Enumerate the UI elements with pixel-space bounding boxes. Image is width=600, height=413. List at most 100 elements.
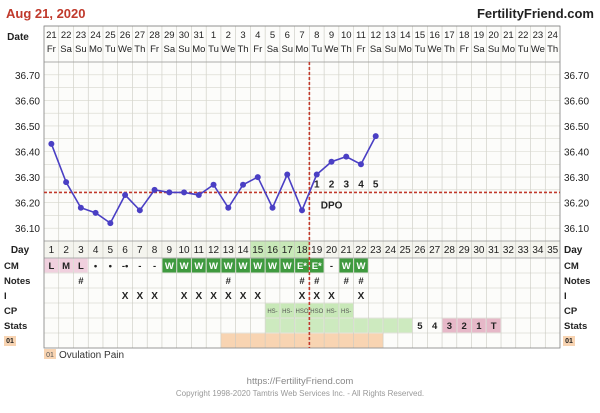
weekday-tick-label: Su <box>178 44 190 55</box>
pain-cell <box>220 333 236 348</box>
row-cell-value: W <box>209 261 218 272</box>
row-cell-fill <box>309 303 324 318</box>
row-label-right: I <box>564 291 567 302</box>
weekday-tick-label: Sa <box>267 44 279 55</box>
cycle-day-label: 29 <box>459 245 471 256</box>
footer-url[interactable]: https://FertilityFriend.com <box>247 376 354 387</box>
row-cell-value: 1 <box>476 321 482 332</box>
dpo-number-label: 4 <box>358 179 364 190</box>
weekday-tick-label: Fr <box>460 44 469 55</box>
row-cell-value: # <box>358 276 364 287</box>
row-cell-fill <box>472 318 486 333</box>
row-cell-fill <box>250 258 265 273</box>
row-cell-value: # <box>299 276 305 287</box>
weekday-tick-label: Tu <box>415 44 426 55</box>
axis-title-date: Date <box>7 32 29 43</box>
date-tick-label: 23 <box>533 30 544 41</box>
temperature-point <box>122 191 129 198</box>
weekday-tick-label: Tu <box>518 44 529 55</box>
site-name[interactable]: FertilityFriend.com <box>477 6 594 21</box>
row-cell-value: L <box>48 261 54 272</box>
row-cell-value: HS- <box>326 309 336 315</box>
row-cell-value: W <box>194 261 203 272</box>
weekday-tick-label: Th <box>547 44 558 55</box>
y-tick-label-right: 36.40 <box>564 148 589 159</box>
date-tick-label: 4 <box>255 30 260 41</box>
cycle-day-label: 6 <box>122 245 128 256</box>
cycle-day-label: 22 <box>355 245 367 256</box>
row-cell-value: X <box>358 291 365 302</box>
y-tick-label-left: 36.20 <box>15 199 40 210</box>
axis-title-day-right: Day <box>564 245 583 256</box>
date-tick-label: 6 <box>285 30 290 41</box>
row-cell-value: E* <box>312 261 322 272</box>
weekday-tick-label: We <box>531 44 545 55</box>
row-cell-value: # <box>226 276 232 287</box>
pain-cell <box>309 333 325 348</box>
row-cell-value: # <box>78 276 84 287</box>
y-tick-label-left: 36.60 <box>15 96 40 107</box>
row-cell-value: 2 <box>462 321 467 332</box>
weekday-tick-label: Su <box>281 44 293 55</box>
footer-copyright: Copyright 1998-2020 Tamtris Web Services… <box>176 389 424 398</box>
dpo-number-label: 3 <box>343 179 349 190</box>
pain-cell <box>338 333 354 348</box>
row-cell-value: # <box>314 276 320 287</box>
temperature-point <box>166 189 173 196</box>
row-cell-value: 3 <box>447 321 452 332</box>
date-tick-label: 21 <box>503 30 514 41</box>
cycle-day-label: 18 <box>296 245 308 256</box>
temperature-point <box>372 133 379 140</box>
pain-cell <box>265 333 280 348</box>
row-cell-fill <box>206 258 221 273</box>
pain-cell <box>235 333 251 348</box>
stats-fertile-cell <box>339 318 354 333</box>
row-cell-fill <box>309 258 324 273</box>
date-tick-label: 29 <box>164 30 175 41</box>
weekday-tick-label: Su <box>75 44 87 55</box>
weekday-tick-label: Fr <box>47 44 56 55</box>
temperature-point <box>77 204 84 211</box>
date-tick-label: 19 <box>474 30 485 41</box>
date-tick-label: 21 <box>46 30 57 41</box>
row-cell-value: X <box>195 291 202 302</box>
row-cell-fill <box>354 258 368 273</box>
cycle-day-label: 8 <box>152 245 158 256</box>
row-cell-fill <box>280 258 295 273</box>
row-cell-fill <box>73 258 88 273</box>
row-cell-fill <box>265 258 280 273</box>
date-tick-label: 10 <box>341 30 352 41</box>
cycle-day-label: 27 <box>429 245 441 256</box>
weekday-tick-label: Su <box>488 44 500 55</box>
y-tick-label-left: 36.50 <box>15 122 40 133</box>
pain-cell <box>250 333 266 348</box>
cycle-day-label: 13 <box>223 245 235 256</box>
y-tick-label-left: 36.40 <box>15 148 40 159</box>
row-cell-value: X <box>240 291 247 302</box>
axis-title-day-left: Day <box>11 245 30 256</box>
row-cell-value: X <box>122 291 129 302</box>
date-tick-label: 17 <box>444 30 455 41</box>
row-label-right: CP <box>564 306 578 317</box>
row-cell-value: • <box>94 261 98 272</box>
date-tick-label: 28 <box>149 30 160 41</box>
date-tick-label: 1 <box>211 30 216 41</box>
cycle-day-label: 12 <box>208 245 220 256</box>
date-tick-label: 5 <box>270 30 275 41</box>
pain-cell <box>368 333 384 348</box>
date-tick-label: 9 <box>329 30 334 41</box>
weekday-tick-label: Tu <box>208 44 219 55</box>
fertile-day-cell <box>279 241 295 258</box>
date-tick-label: 24 <box>90 30 101 41</box>
cycle-day-label: 11 <box>194 245 205 256</box>
weekday-tick-label: We <box>324 44 338 55</box>
row-cell-fill <box>265 303 280 318</box>
dpo-number-label: 1 <box>314 179 320 190</box>
cycle-day-label: 35 <box>547 245 559 256</box>
row-cell-value: W <box>239 261 248 272</box>
date-tick-label: 22 <box>518 30 529 41</box>
stats-fertile-cell <box>280 318 295 333</box>
fertile-day-cell <box>294 241 310 258</box>
weekday-tick-label: Mo <box>502 44 515 55</box>
row-cell-value: • <box>109 261 113 272</box>
